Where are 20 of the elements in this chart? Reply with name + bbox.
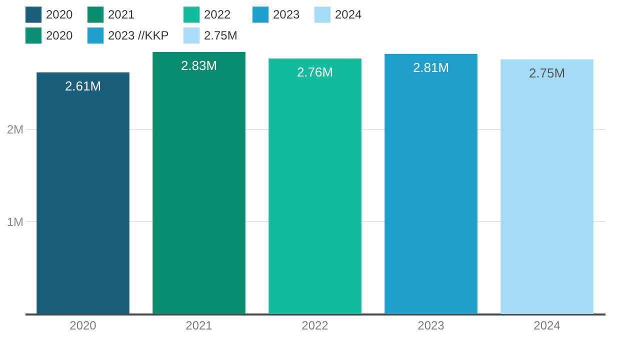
legend-label: 2020 (46, 8, 74, 22)
legend-label: 2022 (204, 8, 232, 22)
legend-label: 2.75M (204, 28, 238, 42)
x-tick-label: 2020 (70, 318, 97, 332)
legend-label: 2021 (108, 8, 136, 22)
legend-label: 2024 (335, 8, 362, 22)
data-label: 2.76M (296, 64, 334, 80)
legend-label: 2020 (46, 28, 74, 42)
x-tick-label: 2021 (186, 318, 213, 332)
legend-label: 2023 (273, 8, 300, 22)
data-label: 2.75M (528, 65, 566, 80)
x-tick-label: 2024 (534, 318, 561, 332)
data-label: 2.81M (412, 60, 450, 75)
x-tick-label: 2023 (418, 318, 445, 332)
data-label: 2.83M (180, 58, 218, 73)
data-label: 2.61M (64, 78, 102, 94)
x-tick-label: 2022 (302, 318, 329, 332)
legend-label: 2023 //KKP (108, 28, 169, 42)
y-tick-label: 2M (6, 122, 24, 136)
y-tick-label: 1M (6, 214, 24, 229)
